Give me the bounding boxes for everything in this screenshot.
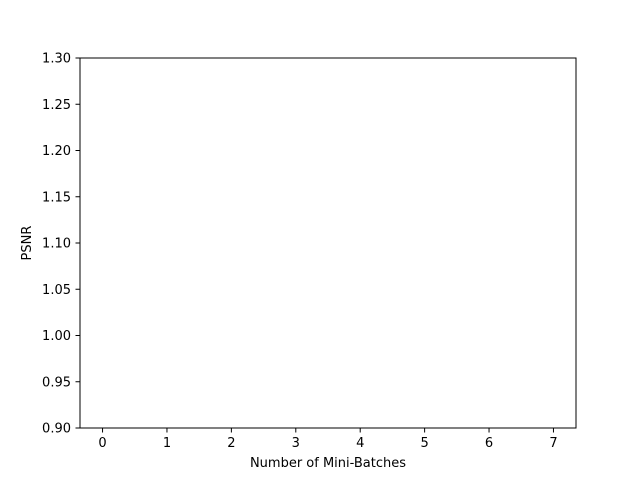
x-tick-label: 6 [485, 436, 493, 451]
x-axis-label: Number of Mini-Batches [250, 456, 406, 471]
x-tick-label: 7 [549, 436, 557, 451]
y-tick-label: 1.30 [42, 52, 71, 67]
x-tick-label: 0 [98, 436, 106, 451]
y-tick-label: 1.25 [42, 98, 71, 113]
x-tick-label: 1 [163, 436, 171, 451]
y-tick-label: 1.20 [42, 144, 71, 159]
y-tick-label: 1.15 [42, 190, 71, 205]
x-tick-label: 2 [227, 436, 235, 451]
y-tick-label: 1.10 [42, 237, 71, 252]
plot-area [79, 57, 577, 429]
y-axis-ticks: 0.90 0.95 1.00 1.05 1.10 1.15 1.20 1.25 1.30 [42, 52, 80, 437]
x-tick-label: 3 [292, 436, 300, 451]
y-tick-label: 0.95 [42, 375, 71, 390]
y-tick-label: 1.05 [42, 283, 71, 298]
x-tick-label: 5 [420, 436, 428, 451]
x-tick-label: 4 [356, 436, 364, 451]
y-tick-label: 1.00 [42, 329, 71, 344]
x-axis-ticks: 0 1 2 3 4 5 6 7 [98, 428, 558, 451]
y-axis-label: PSNR [20, 226, 35, 261]
y-tick-label: 0.90 [42, 422, 71, 437]
